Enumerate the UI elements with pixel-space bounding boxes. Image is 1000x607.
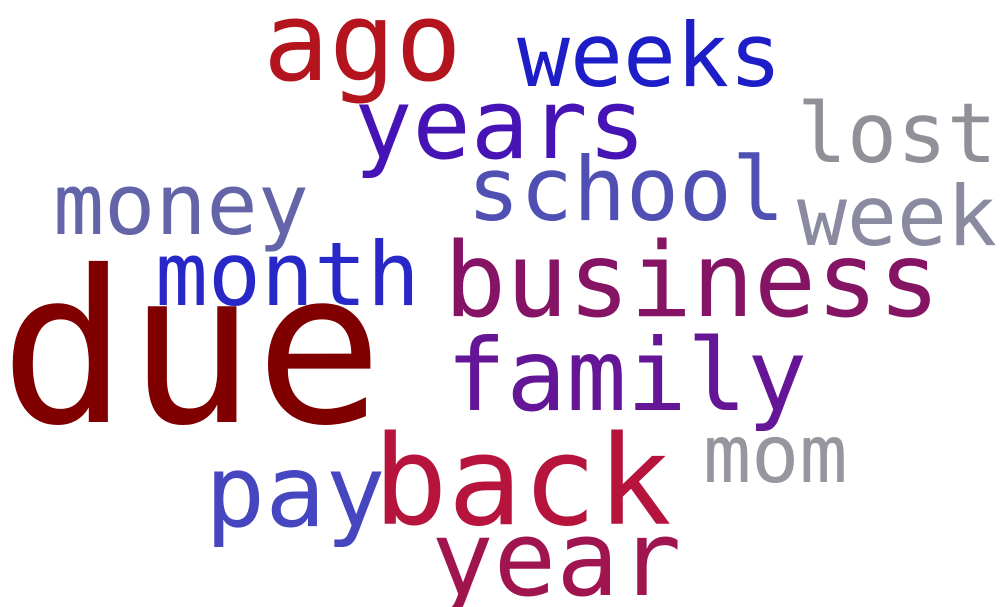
word-pay: pay <box>205 433 386 550</box>
word-money: money <box>53 156 309 255</box>
word-business: business <box>444 221 941 341</box>
word-due: due <box>0 225 383 472</box>
word-school: school <box>467 138 785 241</box>
word-family: family <box>446 317 808 434</box>
word-week: week <box>797 168 997 265</box>
word-ago: ago <box>263 0 462 106</box>
word-month: month <box>155 223 420 326</box>
word-lost: lost <box>797 85 997 182</box>
word-back: back <box>373 410 672 554</box>
word-years: years <box>354 68 646 181</box>
word-year: year <box>431 498 682 607</box>
word-weeks: weeks <box>517 4 782 107</box>
word-mom: mom <box>703 408 848 501</box>
